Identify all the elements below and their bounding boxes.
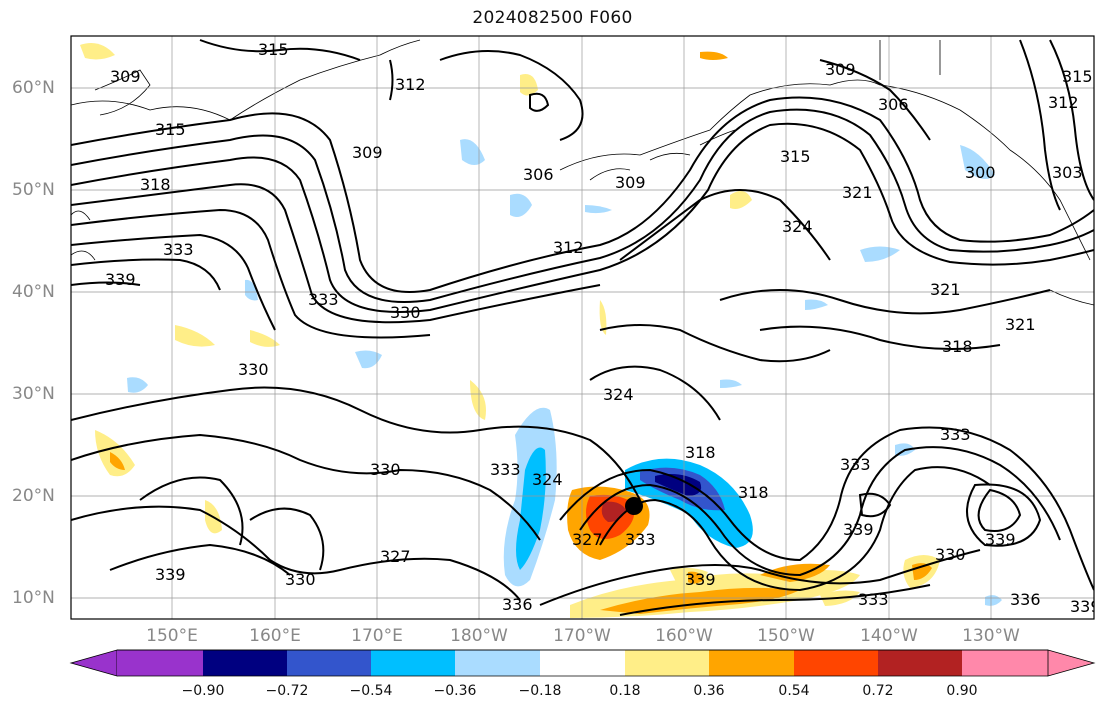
contour-label: 324 <box>782 217 813 236</box>
contour-label: 330 <box>238 360 269 379</box>
contour-label: 336 <box>502 595 533 614</box>
lon-label-160w: 160°W <box>655 626 713 646</box>
contour-label: 300 <box>965 163 996 182</box>
colorbar-bin <box>203 650 287 676</box>
contour-label: 339 <box>985 530 1016 549</box>
lon-label-130w: 130°W <box>962 626 1020 646</box>
contour-label: 330 <box>390 303 421 322</box>
colorbar-tick: −0.36 <box>433 683 477 699</box>
lat-label-10n: 10°N <box>12 588 55 608</box>
contour-label: 324 <box>603 385 634 404</box>
contour-label: 339 <box>843 520 874 539</box>
colorbar-bin <box>962 650 1048 676</box>
colorbar-tick: 0.72 <box>862 683 894 699</box>
contour-label: 318 <box>140 175 171 194</box>
contour-label: 321 <box>842 183 873 202</box>
contour-label: 309 <box>110 67 141 86</box>
contour-label: 315 <box>1062 67 1093 86</box>
lon-label-160e: 160°E <box>249 626 301 646</box>
colorbar-tick: 0.36 <box>693 683 725 699</box>
contour-layer <box>71 39 1094 616</box>
map-title: 2024082500 F060 <box>472 8 633 28</box>
colorbar-tick: −0.18 <box>518 683 562 699</box>
contour-label: 321 <box>930 280 961 299</box>
colorbar-extend-low <box>69 649 118 677</box>
contour-label: 309 <box>615 173 646 192</box>
lon-label-140w: 140°W <box>860 626 918 646</box>
lat-label-20n: 20°N <box>12 486 55 506</box>
lat-label-50n: 50°N <box>12 180 55 200</box>
colorbar <box>69 649 1096 677</box>
contour-label: 327 <box>572 530 603 549</box>
lon-label-170e: 170°E <box>351 626 403 646</box>
lat-label-60n: 60°N <box>12 78 55 98</box>
contour-label: 318 <box>738 483 769 502</box>
colorbar-bin <box>455 650 540 676</box>
contour-label: 339 <box>685 570 716 589</box>
contour-label: 318 <box>942 337 973 356</box>
storm-center-marker <box>625 497 643 515</box>
colorbar-bin <box>709 650 794 676</box>
lat-label-40n: 40°N <box>12 282 55 302</box>
contour-label: 333 <box>163 240 194 259</box>
colorbar-bin <box>117 650 203 676</box>
colorbar-tick: −0.90 <box>181 683 225 699</box>
contour-label: 324 <box>532 470 563 489</box>
contour-label: 330 <box>370 460 401 479</box>
contour-label: 339 <box>105 270 136 289</box>
contour-label: 333 <box>840 455 871 474</box>
contour-label: 330 <box>935 545 966 564</box>
shading-layer <box>80 42 1002 618</box>
colorbar-bin <box>878 650 962 676</box>
contour-label: 312 <box>1048 93 1079 112</box>
colorbar-bin <box>794 650 878 676</box>
colorbar-tick: −0.54 <box>349 683 393 699</box>
contour-label: 315 <box>155 120 186 139</box>
coastline-layer <box>71 39 1094 306</box>
contour-label: 312 <box>553 238 584 257</box>
colorbar-extend-high <box>1047 649 1096 677</box>
contour-label: 333 <box>858 590 889 609</box>
colorbar-bin <box>371 650 455 676</box>
contour-label: 315 <box>258 40 289 59</box>
contour-label: 339 <box>155 565 186 584</box>
colorbar-bin <box>625 650 709 676</box>
colorbar-bin <box>540 650 625 676</box>
contour-label: 303 <box>1052 163 1083 182</box>
contour-label: 312 <box>395 75 426 94</box>
colorbar-tick: 0.90 <box>946 683 978 699</box>
contour-label: 339 <box>1070 597 1101 616</box>
colorbar-bin <box>287 650 371 676</box>
lat-label-30n: 30°N <box>12 384 55 404</box>
colorbar-tick: −0.72 <box>265 683 309 699</box>
contour-label: 309 <box>352 143 383 162</box>
contour-label: 306 <box>523 165 554 184</box>
plot-frame <box>70 35 1095 620</box>
colorbar-tick: 0.54 <box>778 683 810 699</box>
lon-label-170w: 170°W <box>553 626 611 646</box>
contour-label: 333 <box>940 425 971 444</box>
lon-label-150w: 150°W <box>757 626 815 646</box>
contour-label: 321 <box>1005 315 1036 334</box>
contour-label: 333 <box>490 460 521 479</box>
contour-label: 333 <box>625 530 656 549</box>
contour-label: 330 <box>285 570 316 589</box>
contour-label: 309 <box>825 60 856 79</box>
lon-label-150e: 150°E <box>146 626 198 646</box>
contour-label: 333 <box>308 290 339 309</box>
contour-label: 318 <box>685 443 716 462</box>
lon-label-180w: 180°W <box>450 626 508 646</box>
contour-label: 327 <box>380 547 411 566</box>
colorbar-tick: 0.18 <box>609 683 641 699</box>
contour-label: 336 <box>1010 590 1041 609</box>
contour-label: 315 <box>780 147 811 166</box>
contour-label: 306 <box>878 95 909 114</box>
